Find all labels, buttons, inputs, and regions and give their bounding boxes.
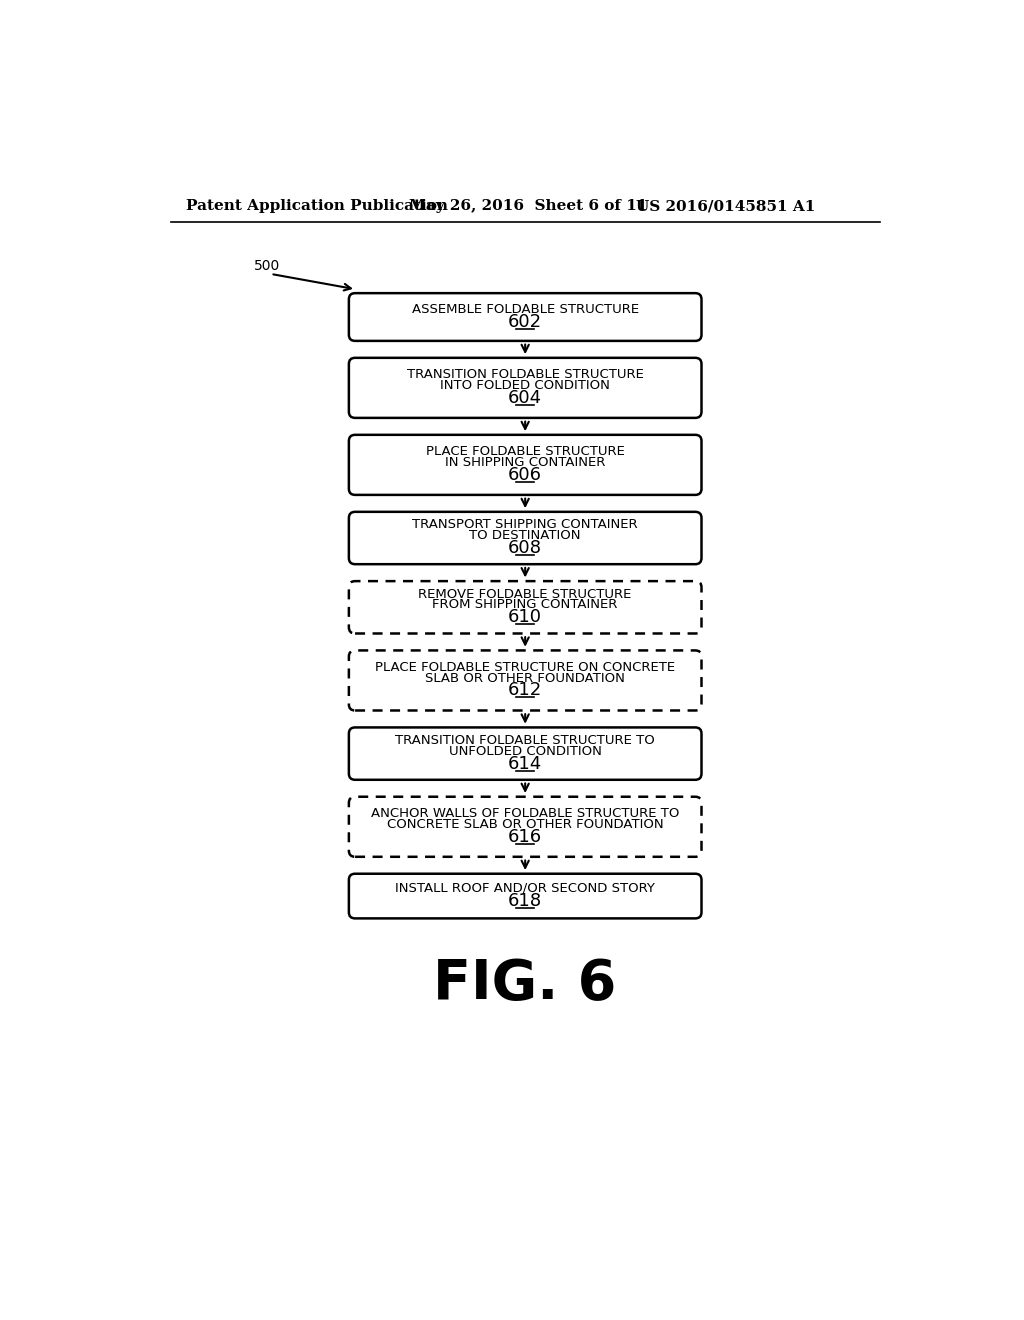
Text: Patent Application Publication: Patent Application Publication	[186, 199, 449, 213]
Text: INTO FOLDED CONDITION: INTO FOLDED CONDITION	[440, 379, 610, 392]
FancyBboxPatch shape	[349, 434, 701, 495]
Text: TRANSITION FOLDABLE STRUCTURE: TRANSITION FOLDABLE STRUCTURE	[407, 368, 644, 381]
Text: 604: 604	[508, 389, 543, 407]
Text: PLACE FOLDABLE STRUCTURE ON CONCRETE: PLACE FOLDABLE STRUCTURE ON CONCRETE	[375, 661, 675, 675]
Text: ASSEMBLE FOLDABLE STRUCTURE: ASSEMBLE FOLDABLE STRUCTURE	[412, 302, 639, 315]
FancyBboxPatch shape	[349, 797, 701, 857]
FancyBboxPatch shape	[349, 512, 701, 564]
Text: TO DESTINATION: TO DESTINATION	[469, 529, 581, 543]
Text: 614: 614	[508, 755, 543, 772]
Text: FIG. 6: FIG. 6	[433, 957, 616, 1011]
FancyBboxPatch shape	[349, 651, 701, 710]
Text: 606: 606	[508, 466, 542, 484]
FancyBboxPatch shape	[349, 293, 701, 341]
FancyBboxPatch shape	[349, 581, 701, 634]
Text: TRANSITION FOLDABLE STRUCTURE TO: TRANSITION FOLDABLE STRUCTURE TO	[395, 734, 655, 747]
Text: IN SHIPPING CONTAINER: IN SHIPPING CONTAINER	[445, 455, 605, 469]
FancyBboxPatch shape	[349, 874, 701, 919]
Text: US 2016/0145851 A1: US 2016/0145851 A1	[636, 199, 815, 213]
Text: TRANSPORT SHIPPING CONTAINER: TRANSPORT SHIPPING CONTAINER	[413, 519, 638, 532]
Text: 608: 608	[508, 539, 542, 557]
Text: SLAB OR OTHER FOUNDATION: SLAB OR OTHER FOUNDATION	[425, 672, 625, 685]
Text: 616: 616	[508, 828, 543, 846]
Text: CONCRETE SLAB OR OTHER FOUNDATION: CONCRETE SLAB OR OTHER FOUNDATION	[387, 818, 664, 832]
Text: 602: 602	[508, 313, 543, 330]
Text: 612: 612	[508, 681, 543, 700]
FancyBboxPatch shape	[349, 358, 701, 418]
Text: UNFOLDED CONDITION: UNFOLDED CONDITION	[449, 744, 602, 758]
Text: 500: 500	[254, 259, 280, 273]
Text: 610: 610	[508, 609, 542, 626]
Text: REMOVE FOLDABLE STRUCTURE: REMOVE FOLDABLE STRUCTURE	[419, 587, 632, 601]
Text: INSTALL ROOF AND/OR SECOND STORY: INSTALL ROOF AND/OR SECOND STORY	[395, 882, 655, 895]
Text: 618: 618	[508, 892, 543, 909]
Text: PLACE FOLDABLE STRUCTURE: PLACE FOLDABLE STRUCTURE	[426, 445, 625, 458]
Text: ANCHOR WALLS OF FOLDABLE STRUCTURE TO: ANCHOR WALLS OF FOLDABLE STRUCTURE TO	[371, 807, 679, 820]
Text: May 26, 2016  Sheet 6 of 11: May 26, 2016 Sheet 6 of 11	[409, 199, 647, 213]
FancyBboxPatch shape	[349, 727, 701, 780]
Text: FROM SHIPPING CONTAINER: FROM SHIPPING CONTAINER	[432, 598, 617, 611]
